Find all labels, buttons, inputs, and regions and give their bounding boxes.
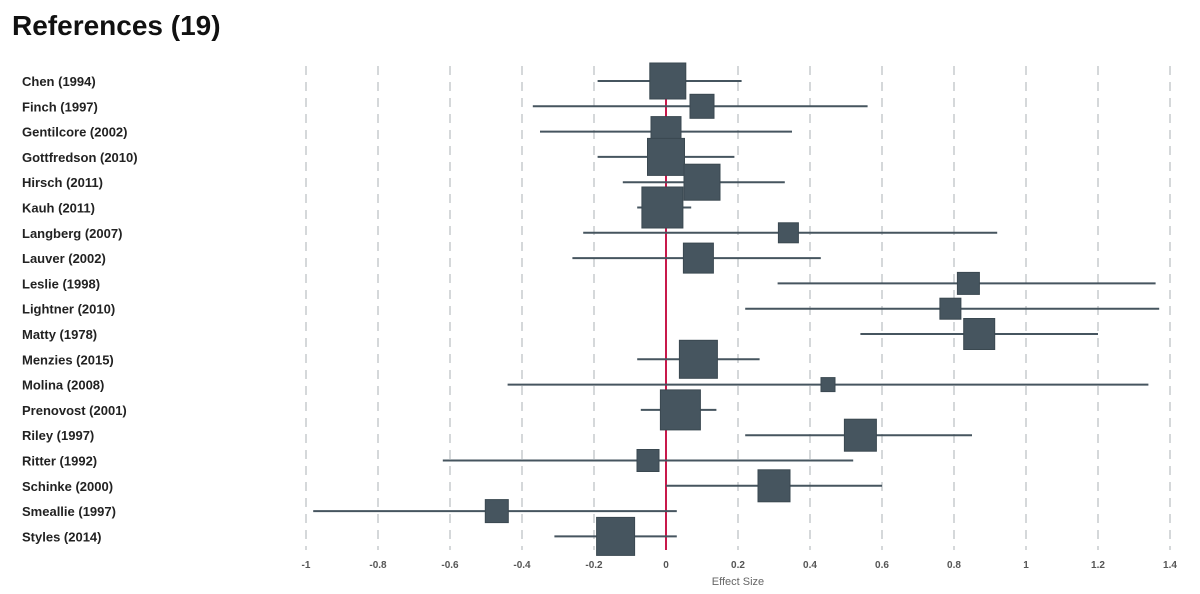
study-label: Hirsch (2011) (22, 175, 103, 190)
effect-size-marker (956, 271, 980, 295)
effect-size-marker (820, 377, 836, 393)
x-tick-label: 0.4 (803, 560, 817, 571)
x-tick-label: 0 (663, 560, 669, 571)
x-axis-label: Effect Size (712, 576, 764, 588)
x-tick-label: -0.4 (513, 560, 531, 571)
effect-size-marker (757, 469, 791, 503)
study-label: Gentilcore (2002) (22, 125, 128, 140)
effect-size-marker (596, 516, 636, 556)
x-tick-label: 0.6 (875, 560, 889, 571)
effect-size-marker (484, 499, 509, 524)
effect-size-marker (963, 318, 996, 350)
study-label: Chen (1994) (22, 74, 96, 89)
x-tick-label: -0.8 (369, 560, 387, 571)
study-label: Matty (1978) (22, 327, 97, 342)
page-title: References (19) (12, 10, 221, 41)
effect-size-marker (689, 93, 715, 119)
effect-size-marker (939, 297, 962, 320)
study-label: Prenovost (2001) (22, 403, 127, 418)
study-label: Riley (1997) (22, 428, 94, 443)
study-label: Molina (2008) (22, 378, 104, 393)
study-label: Ritter (1992) (22, 454, 97, 469)
study-label: Lightner (2010) (22, 302, 115, 317)
study-label: Smeallie (1997) (22, 504, 116, 519)
x-tick-label: -1 (302, 560, 311, 571)
study-label: Schinke (2000) (22, 479, 113, 494)
study-label: Lauver (2002) (22, 251, 106, 266)
study-label: Leslie (1998) (22, 276, 100, 291)
effect-size-marker (843, 418, 877, 452)
effect-size-marker (678, 339, 718, 379)
x-tick-label: 1 (1023, 560, 1029, 571)
x-tick-label: -0.2 (585, 560, 603, 571)
effect-size-marker (777, 222, 799, 244)
study-label: Finch (1997) (22, 99, 98, 114)
effect-size-marker (636, 449, 660, 472)
study-label: Styles (2014) (22, 529, 102, 544)
study-label: Langberg (2007) (22, 226, 122, 241)
effect-size-marker (683, 163, 721, 201)
effect-size-marker (682, 242, 714, 274)
effect-size-marker (647, 137, 685, 176)
x-tick-label: 0.2 (731, 560, 745, 571)
study-label: Gottfredson (2010) (22, 150, 138, 165)
x-tick-label: -0.6 (441, 560, 459, 571)
x-tick-label: 1.2 (1091, 560, 1105, 571)
x-tick-label: 1.4 (1163, 560, 1177, 571)
effect-size-marker (649, 62, 687, 100)
effect-size-marker (641, 186, 684, 229)
study-label: Menzies (2015) (22, 352, 114, 367)
effect-size-marker (659, 389, 701, 431)
x-tick-label: 0.8 (947, 560, 961, 571)
study-label: Kauh (2011) (22, 201, 95, 216)
